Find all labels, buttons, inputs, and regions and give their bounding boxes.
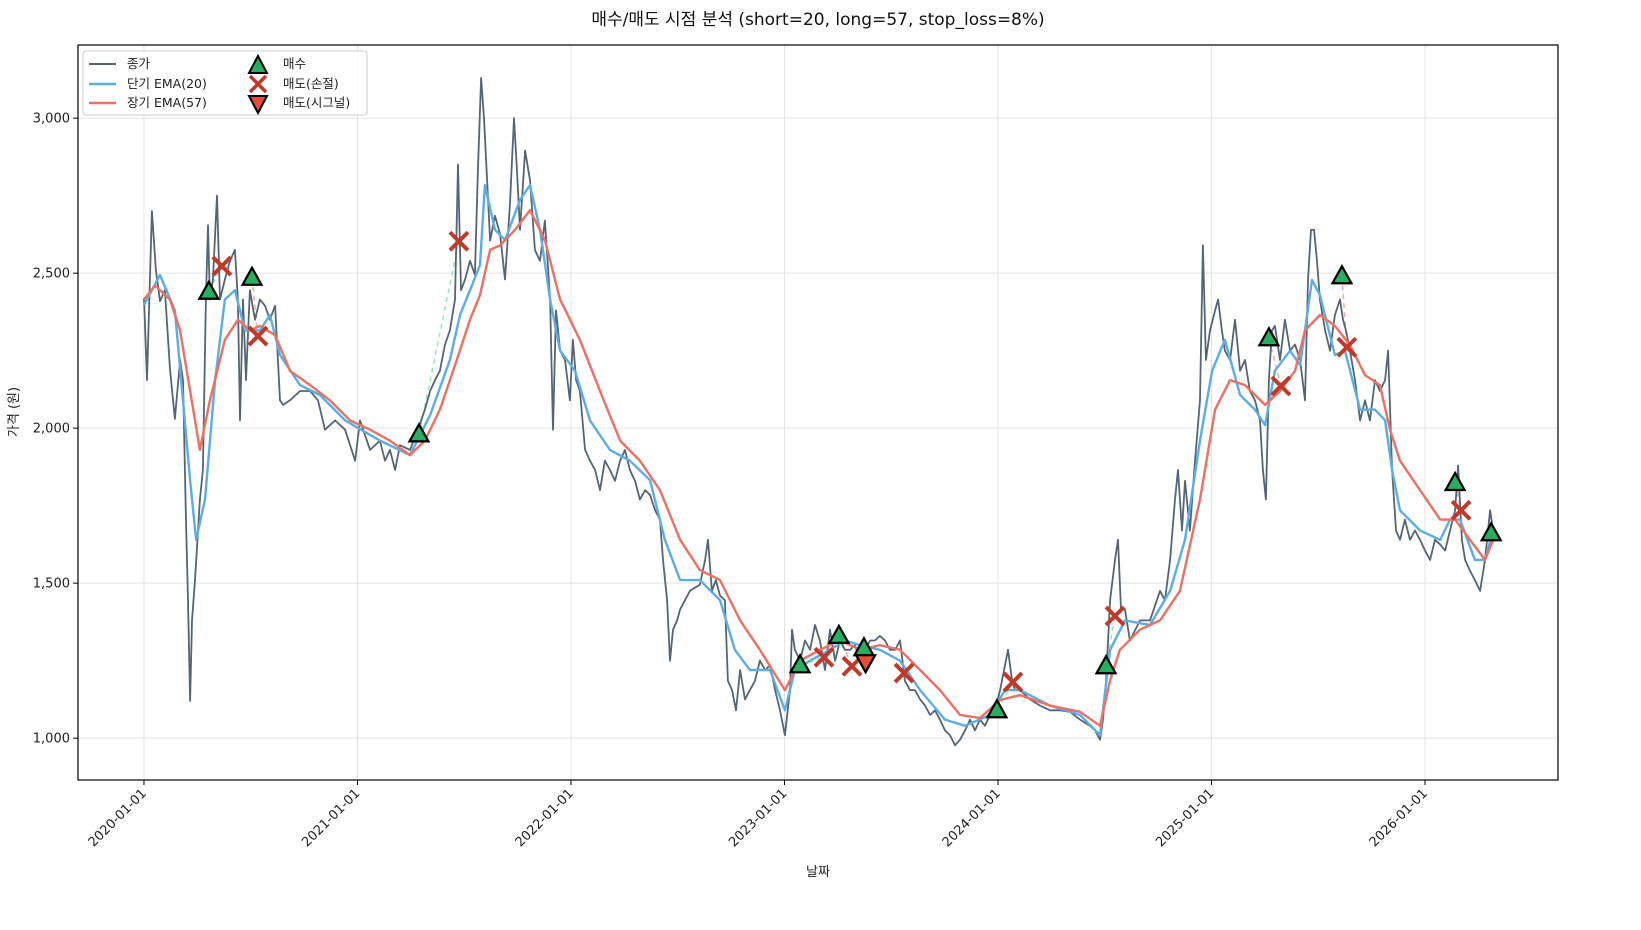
trade-connector-line [1341,276,1348,348]
buy-marker [1479,520,1503,542]
x-tick-label: 2025-01-01 [1153,786,1217,850]
buy-marker [240,265,264,286]
y-tick-label: 2,000 [33,422,70,437]
legend-sell-signal-icon [247,95,269,116]
sell-stop-marker [1002,671,1024,693]
legend-box [82,50,368,116]
x-tick-label: 2022-01-01 [513,786,577,850]
y-tick-label: 2,500 [33,267,70,282]
sell-stop-marker [1450,499,1472,521]
x-tick-label: 2021-01-01 [299,786,363,850]
y-tick-label: 1,000 [33,732,70,747]
x-tick-label: 2020-01-01 [86,786,150,850]
y-tick-label: 1,500 [33,577,70,592]
sell-stop-marker [893,662,915,684]
sell-stop-marker [813,646,835,668]
x-tick-label: 2026-01-01 [1367,786,1431,850]
legend-ema-long-label: 장기 EMA(57) [127,95,207,110]
x-tick-label: 2023-01-01 [726,786,790,850]
sell-stop-marker [211,255,233,277]
legend-buy-label: 매수 [283,56,306,71]
legend-sell-stop-icon [248,74,268,94]
y-axis: 1,000 1,500 2,000 2,500 3,000 [33,112,78,747]
sell-stop-marker [448,230,470,252]
x-tick-label: 2024-01-01 [940,786,1004,850]
series-line-close [143,77,1494,747]
legend-ema-short-label: 단기 EMA(20) [127,76,207,91]
buy-marker [1330,264,1354,285]
buy-marker [827,623,851,644]
trade-connector-line [418,241,460,435]
sell-stop-marker [1104,605,1126,627]
buy-marker [1257,326,1281,347]
buy-marker [1094,653,1118,675]
buy-marker [197,279,221,300]
x-axis-label: 날짜 [806,865,830,880]
sell-stop-marker [1270,375,1292,397]
legend-buy-icon [247,53,269,74]
legend: 종가 단기 EMA(20) 장기 EMA(57) 매수 매도(손절) 매도(시그… [82,50,368,116]
series-line-ema-long [143,209,1495,727]
legend-sell-signal-label: 매도(시그널) [283,95,350,110]
buy-marker [407,422,431,443]
y-axis-label: 가격 (원) [7,387,22,437]
sell-stop-marker [1336,336,1358,358]
sell-stop-marker [247,325,269,347]
grid [78,45,1558,780]
x-axis: 2020-01-01 2021-01-01 2022-01-01 2023-01-01… [86,780,1431,850]
legend-close-label: 종가 [127,56,151,71]
buy-marker [985,697,1009,719]
buy-marker [788,653,812,674]
sell-signal-marker [854,654,877,675]
y-tick-label: 3,000 [33,112,70,127]
chart-title: 매수/매도 시점 분석 (short=20, long=57, stop_los… [591,10,1044,30]
axes-frame [77,44,1559,781]
legend-sell-stop-label: 매도(손절) [283,76,339,91]
plot-area [142,77,1503,747]
buy-marker [1443,470,1467,492]
trade-connector-line [838,635,853,667]
